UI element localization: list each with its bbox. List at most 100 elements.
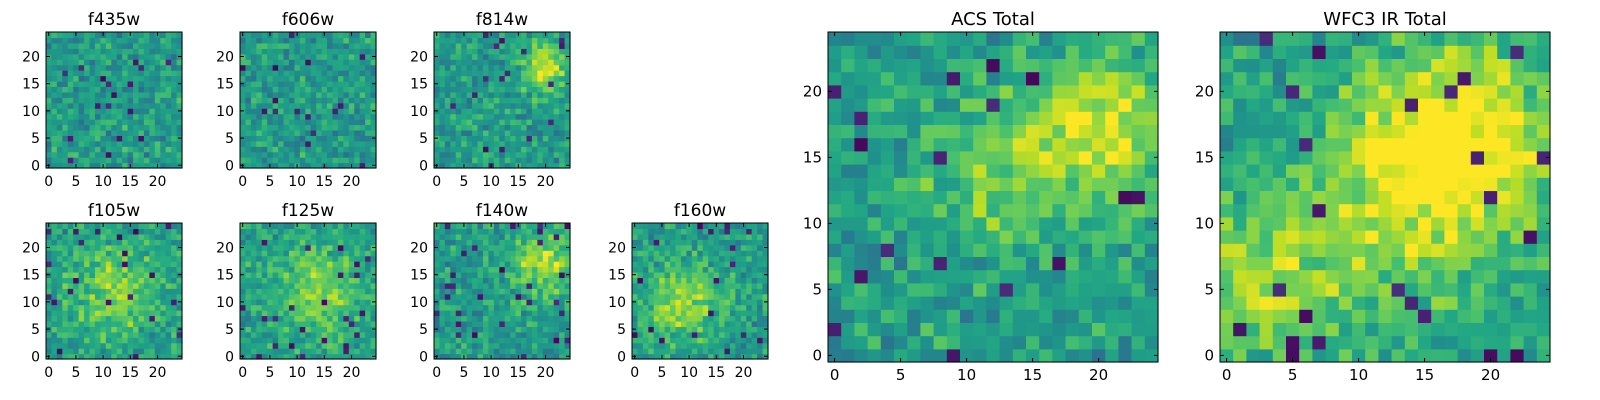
heatmap-cell	[702, 277, 709, 284]
heatmap-cell	[526, 299, 533, 306]
heatmap-cell	[659, 337, 666, 344]
heatmap-cell	[450, 239, 457, 246]
heatmap-cell	[659, 282, 666, 289]
heatmap-cell	[160, 146, 167, 153]
heatmap-cell	[154, 304, 161, 311]
heatmap-cell	[702, 342, 709, 349]
heatmap-cell	[461, 135, 468, 142]
heatmap-cell	[149, 348, 156, 355]
heatmap-cell	[510, 320, 517, 327]
heatmap-cell	[515, 304, 522, 311]
heatmap-cell	[531, 310, 538, 317]
heatmap-cell	[461, 299, 468, 306]
heatmap-cell	[526, 331, 533, 338]
heatmap-cell	[288, 113, 295, 120]
heatmap-cell	[488, 124, 495, 131]
heatmap-cell	[89, 42, 96, 49]
heatmap-cell	[444, 271, 451, 278]
heatmap-cell	[477, 48, 484, 55]
heatmap-cell	[321, 140, 328, 147]
heatmap-cell	[444, 304, 451, 311]
heatmap-cell	[365, 233, 372, 240]
heatmap-cell	[762, 223, 769, 230]
heatmap-cell	[94, 59, 101, 66]
heatmap-cell	[78, 119, 85, 126]
heatmap-cell	[100, 304, 107, 311]
heatmap-cell	[493, 288, 500, 295]
heatmap-cell	[283, 299, 290, 306]
heatmap-cell	[1105, 296, 1119, 310]
heatmap-cell	[354, 140, 361, 147]
heatmap-cell	[946, 322, 961, 337]
heatmap-cell	[261, 310, 268, 317]
heatmap-cell	[240, 320, 247, 327]
heatmap-cell	[510, 348, 517, 355]
heatmap-cell	[46, 288, 53, 295]
heatmap-cell	[165, 326, 172, 333]
heatmap-cell	[867, 150, 882, 165]
heatmap-cell	[686, 342, 693, 349]
heatmap-cell	[89, 135, 96, 142]
heatmap-cell	[724, 293, 731, 300]
heatmap-cell	[310, 70, 317, 77]
heatmap-cell	[62, 64, 69, 71]
heatmap-cell	[370, 239, 377, 246]
heatmap-cell	[675, 255, 682, 262]
heatmap-cell	[310, 326, 317, 333]
heatmap-cell	[245, 331, 252, 338]
heatmap-cell	[564, 337, 571, 344]
heatmap-cell	[653, 288, 660, 295]
heatmap-cell	[46, 140, 53, 147]
heatmap-cell	[740, 293, 747, 300]
heatmap-cell	[510, 315, 517, 322]
heatmap-cell	[299, 326, 306, 333]
heatmap-cell	[272, 293, 279, 300]
heatmap-cell	[321, 299, 328, 306]
heatmap-cell	[515, 48, 522, 55]
heatmap-cell	[100, 315, 107, 322]
heatmap-cell	[450, 304, 457, 311]
heatmap-cell	[354, 162, 361, 169]
heatmap-cell	[762, 288, 769, 295]
heatmap-cell	[1144, 203, 1159, 218]
heatmap-cell	[56, 299, 63, 306]
heatmap-cell	[354, 293, 361, 300]
heatmap-cell	[648, 331, 655, 338]
heatmap-cell	[111, 348, 118, 355]
heatmap-cell	[488, 342, 495, 349]
heatmap-cell	[138, 310, 145, 317]
heatmap-cell	[680, 261, 687, 268]
heatmap-cell	[105, 37, 112, 44]
heatmap-cell	[116, 140, 123, 147]
heatmap-cell	[488, 250, 495, 257]
heatmap-cell	[526, 315, 533, 322]
heatmap-cell	[62, 97, 69, 104]
heatmap-cell	[854, 177, 869, 191]
heatmap-cell	[354, 348, 361, 355]
heatmap-cell	[245, 64, 252, 71]
heatmap-cell	[1026, 164, 1040, 178]
heatmap-cell	[73, 70, 80, 77]
heatmap-cell	[434, 233, 441, 240]
heatmap-cell	[343, 320, 350, 327]
heatmap-cell	[740, 288, 747, 295]
heatmap-cell	[841, 269, 855, 284]
heatmap-cell	[171, 326, 178, 333]
heatmap-cell	[51, 59, 58, 66]
heatmap-cell	[708, 277, 715, 284]
heatmap-cell	[653, 277, 660, 284]
heatmap-cell	[365, 157, 372, 164]
heatmap-cell	[548, 97, 555, 104]
heatmap-cell	[89, 151, 96, 158]
heatmap-cell	[94, 353, 101, 360]
heatmap-cell	[154, 293, 161, 300]
x-tick-label: 15	[707, 365, 725, 381]
heatmap-cell	[757, 288, 764, 295]
heatmap-cell	[116, 348, 123, 355]
heatmap-cell	[299, 80, 306, 87]
heatmap-cell	[515, 299, 522, 306]
heatmap-cell	[880, 190, 895, 205]
x-tick-label: 15	[315, 174, 333, 190]
heatmap-cell	[111, 304, 118, 311]
